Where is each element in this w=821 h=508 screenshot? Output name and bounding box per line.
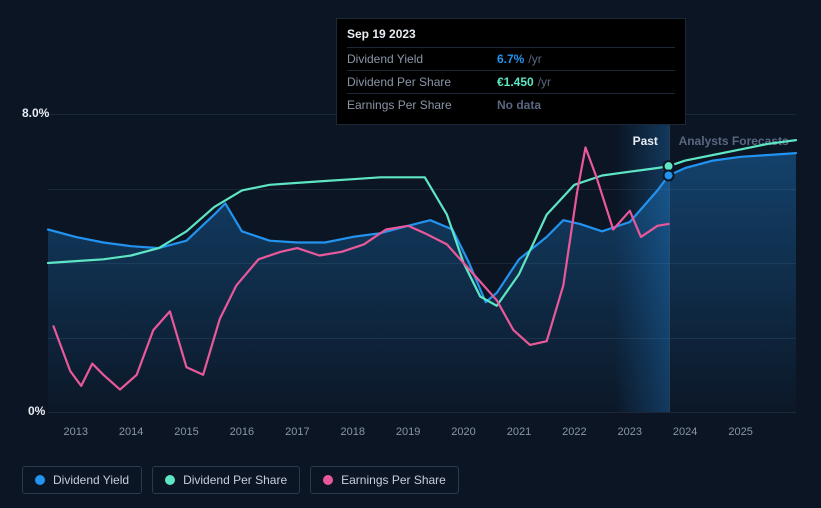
- legend-label: Earnings Per Share: [341, 473, 446, 487]
- legend-label: Dividend Per Share: [183, 473, 287, 487]
- chart-svg: [48, 114, 796, 412]
- tooltip-value: €1.450: [497, 75, 534, 89]
- legend-item-dividend-per-share[interactable]: Dividend Per Share: [152, 466, 300, 494]
- x-tick: 2020: [451, 426, 475, 438]
- x-tick: 2016: [230, 426, 254, 438]
- tooltip-date: Sep 19 2023: [347, 25, 675, 48]
- x-tick: 2017: [285, 426, 309, 438]
- tooltip-label: Dividend Per Share: [347, 75, 497, 89]
- legend-item-dividend-yield[interactable]: Dividend Yield: [22, 466, 142, 494]
- tooltip-value: No data: [497, 98, 541, 112]
- x-tick: 2024: [673, 426, 697, 438]
- x-tick: 2013: [63, 426, 87, 438]
- y-axis-max-label: 8.0%: [22, 106, 49, 120]
- x-tick: 2022: [562, 426, 586, 438]
- x-tick: 2023: [618, 426, 642, 438]
- legend-dot-icon: [35, 475, 45, 485]
- dividend-yield-area: [48, 153, 796, 412]
- tooltip-unit: /yr: [538, 75, 551, 89]
- tooltip-row-dividend-yield: Dividend Yield 6.7% /yr: [347, 48, 675, 71]
- legend-item-earnings-per-share[interactable]: Earnings Per Share: [310, 466, 459, 494]
- legend-dot-icon: [165, 475, 175, 485]
- x-tick: 2018: [340, 426, 364, 438]
- x-tick: 2021: [507, 426, 531, 438]
- tooltip-label: Earnings Per Share: [347, 98, 497, 112]
- legend-label: Dividend Yield: [53, 473, 129, 487]
- legend-dot-icon: [323, 475, 333, 485]
- y-axis-min-label: 0%: [28, 404, 45, 418]
- tooltip-label: Dividend Yield: [347, 52, 497, 66]
- tooltip-row-dividend-per-share: Dividend Per Share €1.450 /yr: [347, 71, 675, 94]
- tooltip-unit: /yr: [528, 52, 541, 66]
- x-tick: 2015: [174, 426, 198, 438]
- tooltip-value: 6.7%: [497, 52, 524, 66]
- x-tick: 2025: [728, 426, 752, 438]
- x-tick: 2019: [396, 426, 420, 438]
- dividend-yield-marker: [664, 170, 674, 180]
- tooltip-row-earnings-per-share: Earnings Per Share No data: [347, 94, 675, 116]
- chart-legend: Dividend Yield Dividend Per Share Earnin…: [22, 466, 459, 494]
- x-tick: 2014: [119, 426, 143, 438]
- chart-tooltip: Sep 19 2023 Dividend Yield 6.7% /yr Divi…: [336, 18, 686, 125]
